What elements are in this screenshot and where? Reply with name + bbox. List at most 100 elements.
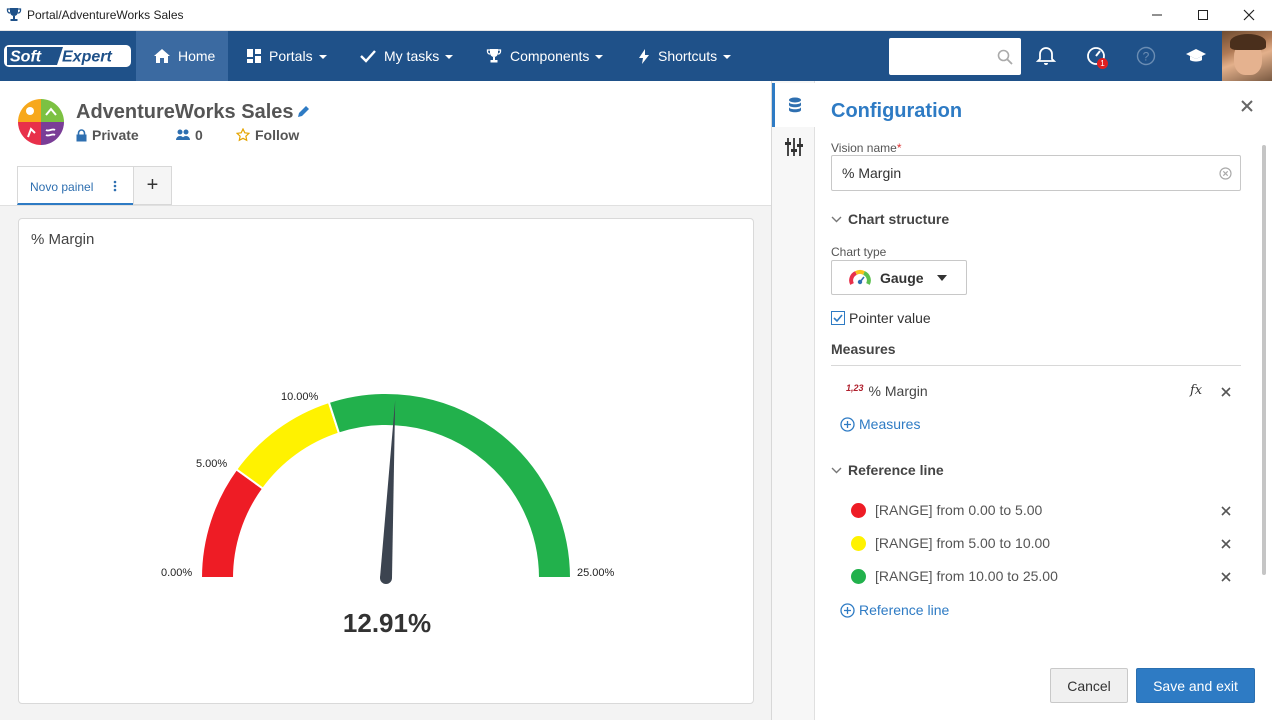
red-range-dot xyxy=(851,502,866,518)
number-format-icon: 1,23 xyxy=(846,383,864,393)
reference-line-label: [RANGE] from 10.00 to 25.00 xyxy=(875,568,1058,584)
chart-type-select[interactable]: Gauge xyxy=(831,260,967,295)
minimize-icon xyxy=(1152,14,1162,16)
vision-name-label-text: Vision name xyxy=(831,141,897,155)
top-navbar: Soft Expert Home Portals My tasks Compon… xyxy=(0,31,1272,81)
avatar-hair xyxy=(1230,34,1266,50)
members-count[interactable]: 0 xyxy=(176,127,203,143)
speedometer-icon[interactable] xyxy=(1085,45,1107,67)
pencil-icon[interactable] xyxy=(296,105,310,119)
members-count-value: 0 xyxy=(195,127,203,143)
clear-icon[interactable] xyxy=(1219,167,1232,180)
nav-my-tasks[interactable]: My tasks xyxy=(360,31,454,81)
pointer-value-checkbox-row[interactable]: Pointer value xyxy=(831,310,931,326)
lightning-icon xyxy=(639,48,649,64)
privacy-status: Private xyxy=(76,127,139,143)
cancel-button[interactable]: Cancel xyxy=(1050,668,1128,703)
chart-structure-label: Chart structure xyxy=(848,211,950,227)
gauge-widget: % Margin 0.00% 5.00% 10.00% 25.00% 12.91… xyxy=(18,218,754,704)
avatar[interactable] xyxy=(1222,31,1272,81)
nav-shortcuts[interactable]: Shortcuts xyxy=(638,31,732,81)
nav-home[interactable]: Home xyxy=(136,31,228,81)
remove-reference-icon[interactable] xyxy=(1221,506,1231,516)
add-measures-link[interactable]: Measures xyxy=(840,416,920,432)
check-icon xyxy=(360,50,376,63)
add-reference-line-link[interactable]: Reference line xyxy=(840,602,949,618)
reference-line-item[interactable]: [RANGE] from 0.00 to 5.00 xyxy=(851,502,1042,518)
vision-name-input[interactable]: % Margin xyxy=(831,155,1241,191)
nav-portals-label: Portals xyxy=(269,48,313,64)
chevron-down-icon xyxy=(445,55,454,59)
search-input[interactable] xyxy=(889,38,1021,75)
yellow-range-dot xyxy=(851,535,866,551)
gauge-needle xyxy=(380,400,396,579)
gauge-value-label: 12.91% xyxy=(342,608,432,638)
privacy-label: Private xyxy=(92,127,139,143)
chevron-down-icon xyxy=(595,55,604,59)
remove-reference-icon[interactable] xyxy=(1221,572,1231,582)
portals-icon xyxy=(247,49,261,63)
close-icon[interactable] xyxy=(1240,99,1254,113)
maximize-button[interactable] xyxy=(1180,0,1226,30)
reference-line-item[interactable]: [RANGE] from 5.00 to 10.00 xyxy=(851,535,1050,551)
maximize-icon xyxy=(1198,10,1208,20)
reference-line-item[interactable]: [RANGE] from 10.00 to 25.00 xyxy=(851,568,1058,584)
portal-title: AdventureWorks Sales xyxy=(76,101,294,123)
chevron-down-icon xyxy=(831,467,842,473)
follow-button[interactable]: Follow xyxy=(236,127,299,143)
rail-settings-button[interactable] xyxy=(772,125,815,169)
bell-icon[interactable] xyxy=(1035,45,1057,67)
chart-structure-section[interactable]: Chart structure xyxy=(831,211,949,227)
widget-title: % Margin xyxy=(31,231,95,248)
gauge-band xyxy=(327,392,573,579)
rail-data-button[interactable] xyxy=(772,83,815,127)
svg-text:Soft: Soft xyxy=(10,49,42,66)
measure-item[interactable]: 1,23 % Margin xyxy=(846,383,928,399)
remove-reference-icon[interactable] xyxy=(1221,539,1231,549)
nav-portals[interactable]: Portals xyxy=(247,31,327,81)
tab-novo-painel[interactable]: Novo painel xyxy=(17,166,134,205)
database-icon xyxy=(789,97,801,113)
chart-type-value: Gauge xyxy=(880,270,924,286)
save-and-exit-button[interactable]: Save and exit xyxy=(1136,668,1255,703)
trophy-icon xyxy=(6,8,22,21)
chevron-down-icon xyxy=(723,55,732,59)
gauge-icon xyxy=(849,269,871,285)
add-reference-line-label: Reference line xyxy=(859,602,950,618)
users-icon xyxy=(176,129,190,140)
gauge-band xyxy=(199,467,265,579)
config-scrollbar[interactable] xyxy=(1262,145,1266,575)
reference-line-label: [RANGE] from 0.00 to 5.00 xyxy=(875,502,1043,518)
close-window-button[interactable] xyxy=(1226,0,1272,30)
softexpert-logo[interactable]: Soft Expert xyxy=(4,43,131,69)
config-title: Configuration xyxy=(831,100,963,122)
search-icon xyxy=(997,49,1013,65)
add-tab-button[interactable]: + xyxy=(133,166,172,205)
follow-label: Follow xyxy=(255,127,300,143)
tab-divider xyxy=(0,205,771,206)
formula-fx-icon[interactable]: fx xyxy=(1190,383,1203,398)
notification-badge: 1 xyxy=(1097,58,1108,69)
nav-my-tasks-label: My tasks xyxy=(384,48,440,64)
nav-home-label: Home xyxy=(178,48,216,64)
pointer-value-checkbox[interactable] xyxy=(831,311,845,325)
star-icon xyxy=(236,128,250,142)
reference-line-section[interactable]: Reference line xyxy=(831,462,944,478)
remove-measure-icon[interactable] xyxy=(1221,387,1231,397)
chart-type-label: Chart type xyxy=(831,245,887,259)
graduation-cap-icon[interactable] xyxy=(1185,45,1207,67)
gauge-band xyxy=(234,400,341,491)
help-icon[interactable]: ? xyxy=(1135,45,1157,67)
gauge-tick-label: 5.00% xyxy=(196,458,228,470)
kebab-menu-icon[interactable] xyxy=(113,180,117,192)
svg-text:?: ? xyxy=(1143,50,1150,64)
close-icon xyxy=(1243,9,1255,21)
configuration-panel: Configuration Vision name* % Margin Char… xyxy=(816,81,1272,720)
minimize-button[interactable] xyxy=(1134,0,1180,30)
nav-components[interactable]: Components xyxy=(486,31,604,81)
gauge-tick-label: 0.00% xyxy=(161,567,193,579)
measures-section-title: Measures xyxy=(831,341,896,357)
portal-workspace: AdventureWorks Sales Private 0 Follow No… xyxy=(0,81,771,720)
green-range-dot xyxy=(851,568,866,584)
vision-name-label: Vision name* xyxy=(831,141,902,155)
